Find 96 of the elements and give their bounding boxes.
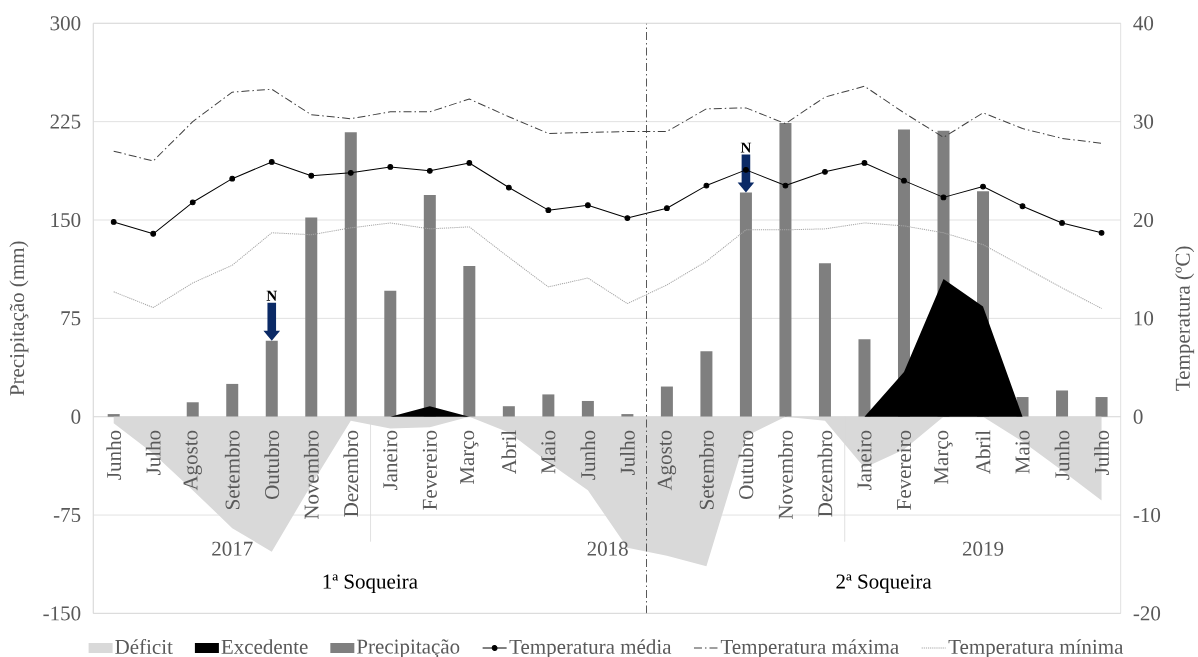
y2-tick-label: 20	[1133, 212, 1154, 228]
bar	[107, 414, 120, 417]
x-tick-label: Julho	[145, 430, 161, 475]
point	[940, 194, 947, 201]
bar	[1056, 390, 1069, 417]
x-tick-label: Julho	[620, 430, 635, 475]
x-tick-label: Fevereiro	[896, 430, 912, 510]
bar	[818, 263, 831, 417]
point	[189, 199, 196, 206]
x-tick-label: Dezembro	[817, 430, 833, 517]
y2-axis-title: Temperatura (ºC)	[1175, 246, 1195, 391]
legend-label: Déficit	[115, 639, 173, 655]
y2-tick-label: 0	[1133, 409, 1143, 424]
y-tick-label: 75	[61, 311, 81, 326]
annotation: 2017	[212, 541, 253, 556]
x-tick-label: Fevereiro	[422, 430, 437, 510]
x-tick-label: Outubro	[738, 430, 754, 500]
annotation: N	[740, 142, 752, 153]
point	[110, 219, 117, 225]
point	[822, 168, 828, 175]
annotation: 2ª Soqueira	[836, 574, 932, 593]
y-tick-label: -150	[43, 606, 81, 621]
x-tick-label: Outubro	[264, 430, 280, 500]
bar	[660, 386, 673, 417]
x-tick-label: Novembro	[778, 430, 793, 520]
x-tick-label: Setembro	[224, 430, 240, 509]
point	[782, 182, 789, 189]
bar	[542, 394, 555, 417]
point	[1019, 203, 1026, 210]
point	[426, 167, 433, 174]
y-tick-label: 225	[50, 114, 81, 129]
x-tick-label: Agosto	[183, 430, 202, 491]
x-tick-label: Abril	[501, 430, 517, 475]
bar	[502, 406, 515, 417]
x-tick-label: Março	[934, 430, 953, 485]
x-tick-label: Março	[460, 430, 479, 485]
y-tick-label: -75	[53, 508, 81, 523]
legend-label: Precipitação	[356, 639, 460, 657]
x-tick-label: Agosto	[657, 430, 677, 491]
y2-tick-label: 40	[1133, 16, 1154, 31]
bar	[463, 265, 476, 417]
x-tick-label: Janeiro	[383, 430, 398, 491]
bar	[344, 132, 357, 417]
point	[624, 215, 631, 221]
bar	[779, 122, 792, 417]
point	[1059, 220, 1065, 226]
bar	[305, 217, 318, 417]
bar	[384, 290, 397, 417]
bar	[186, 402, 199, 417]
y-tick-label: 150	[51, 212, 81, 228]
point	[703, 182, 710, 189]
x-tick-label: Abril	[975, 430, 991, 475]
point	[505, 184, 512, 191]
y2-tick-label: -10	[1133, 507, 1161, 523]
x-tick-label: Dezembro	[343, 430, 359, 517]
point	[150, 230, 157, 237]
point	[980, 183, 986, 190]
point	[229, 175, 236, 182]
point	[466, 160, 473, 166]
y-tick-label: 300	[50, 16, 81, 31]
x-tick-label: Junho	[1054, 430, 1070, 480]
y-tick-label: 0	[71, 409, 81, 424]
point	[664, 205, 670, 212]
annotation: N	[266, 290, 277, 301]
point	[308, 172, 315, 179]
x-tick-label: Junho	[106, 430, 122, 480]
point	[743, 166, 749, 173]
bar	[1095, 397, 1108, 417]
point	[861, 160, 868, 166]
y2-tick-label: -20	[1133, 606, 1161, 621]
point	[545, 207, 552, 214]
point	[584, 202, 591, 209]
annotation: 1ª Soqueira	[323, 574, 418, 593]
bar	[700, 351, 713, 417]
point	[901, 177, 907, 184]
x-tick-label: Junho	[580, 430, 596, 480]
x-tick-label: Janeiro	[857, 430, 872, 491]
bar	[581, 400, 594, 417]
x-tick-label: Maio	[541, 430, 556, 474]
point	[1098, 229, 1105, 236]
y-axis-title: Precipitação (mm)	[9, 241, 29, 396]
point	[347, 169, 354, 176]
bar	[226, 383, 239, 417]
annotation: 2018	[587, 541, 628, 556]
x-tick-label: Maio	[1015, 430, 1030, 474]
y2-tick-label: 10	[1134, 311, 1154, 326]
y2-tick-label: 30	[1133, 114, 1154, 129]
bar	[858, 339, 871, 417]
annotation: 2019	[962, 541, 1004, 556]
x-tick-label: Julho	[1094, 430, 1109, 475]
point	[268, 159, 275, 165]
legend-label: Excedente	[221, 639, 308, 654]
x-tick-label: Setembro	[699, 430, 714, 509]
x-tick-label: Novembro	[303, 430, 319, 520]
bar	[621, 414, 634, 417]
point	[387, 163, 394, 170]
